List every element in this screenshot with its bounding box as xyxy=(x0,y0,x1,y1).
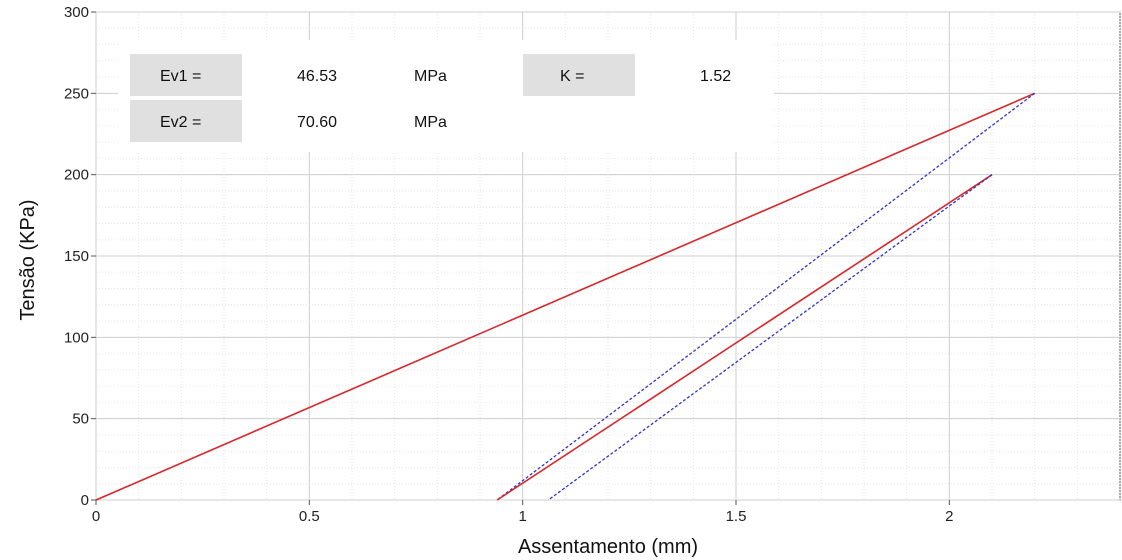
ev2-value: 70.60 xyxy=(297,114,337,131)
ev1-label: Ev1 = xyxy=(160,68,201,85)
x-tick-label: 1 xyxy=(518,508,526,525)
ev1-label-cell xyxy=(130,54,242,96)
y-tick-label: 100 xyxy=(64,329,89,346)
x-tick-label: 2 xyxy=(945,508,953,525)
k-label-cell xyxy=(523,54,635,96)
y-tick-label: 300 xyxy=(64,4,89,21)
ev1-value: 46.53 xyxy=(297,68,337,85)
k-label: K = xyxy=(560,68,584,85)
ev2-unit: MPa xyxy=(414,114,447,131)
series-line-2 xyxy=(496,92,1036,501)
info-box: Ev1 = 46.53 MPa Ev2 = 70.60 MPa K = 1.52 xyxy=(118,40,774,152)
y-tick-label: 150 xyxy=(64,248,89,265)
y-tick-label: 200 xyxy=(64,167,89,184)
x-axis-title: Assentamento (mm) xyxy=(518,536,698,558)
data-series xyxy=(95,92,1036,501)
x-tick-label: 0.5 xyxy=(299,508,320,525)
y-tick-label: 250 xyxy=(64,85,89,102)
y-tick-label: 50 xyxy=(72,411,89,428)
series-line-3 xyxy=(496,174,993,501)
x-tick-label: 0 xyxy=(92,508,100,525)
series-line-1 xyxy=(95,92,1036,501)
ev2-label-cell xyxy=(130,100,242,142)
y-axis-ticks: 0 50 100 150 200 250 300 xyxy=(64,4,96,509)
y-axis-title: Tensão (KPa) xyxy=(17,199,39,320)
y-tick-label: 0 xyxy=(81,492,89,509)
series-line-4 xyxy=(547,174,993,501)
ev1-unit: MPa xyxy=(414,68,447,85)
k-value: 1.52 xyxy=(700,68,731,85)
ev2-label: Ev2 = xyxy=(160,114,201,131)
x-axis-ticks: 0 0.5 1 1.5 2 xyxy=(92,500,954,525)
x-tick-label: 1.5 xyxy=(726,508,747,525)
